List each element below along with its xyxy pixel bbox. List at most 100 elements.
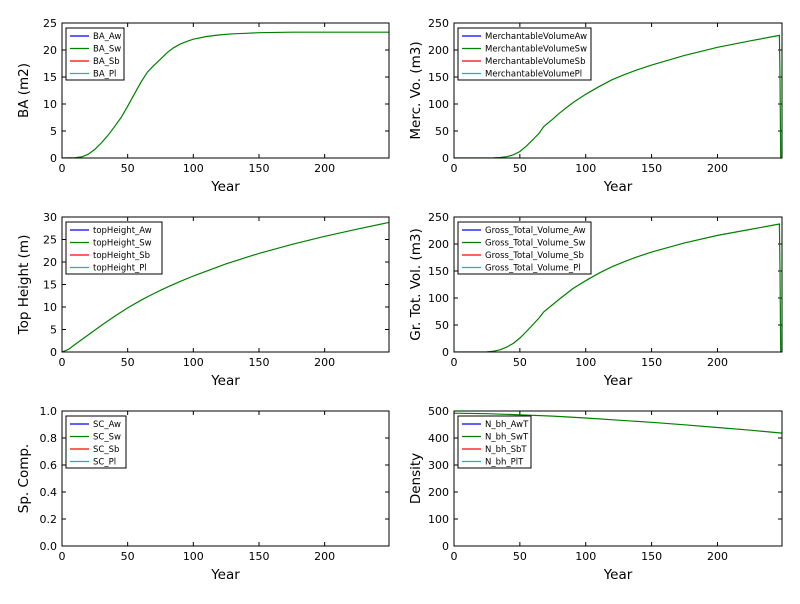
y-tick-label: 0 — [442, 346, 449, 359]
x-tick-label: 50 — [121, 550, 135, 563]
x-tick-label: 50 — [513, 356, 527, 369]
axes-frame — [453, 216, 783, 353]
legend: N_bh_AwT N_bh_SwT N_bh_SbT N_bh_PlT — [457, 415, 532, 469]
y-tick-label: 0.8 — [40, 432, 58, 445]
y-tick-label: 0.2 — [40, 513, 58, 526]
subplot-3: 0 50 100 150 200 0 5 10 15 20 25 30 Year Top Height (… — [16, 211, 390, 389]
legend: MerchantableVolumeAw MerchantableVolumeSw… — [457, 27, 592, 81]
x-tick-label: 50 — [121, 162, 135, 175]
series-line-Gross_Total_Volume_Sw — [454, 223, 782, 352]
legend-entry: topHeight_Sw — [93, 239, 152, 249]
y-tick-label: 10 — [43, 98, 57, 111]
y-tick-label: 15 — [43, 279, 57, 292]
legend-entry: MerchantableVolumeAw — [485, 32, 587, 42]
legend-entry: SC_Aw — [93, 420, 121, 430]
legend-entry: Gross_Total_Volume_Sw — [485, 239, 586, 249]
x-axis-label: Year — [603, 373, 633, 389]
x-axis-label: Year — [603, 567, 633, 583]
y-tick-label: 0 — [442, 540, 449, 553]
x-tick-label: 200 — [707, 162, 728, 175]
y-tick-label: 400 — [428, 432, 449, 445]
y-tick-label: 20 — [43, 44, 57, 57]
x-tick-label: 150 — [248, 162, 269, 175]
y-axis-label: Top Height (m) — [16, 235, 32, 336]
legend-entry: Gross_Total_Volume_Aw — [485, 226, 586, 236]
x-tick-label: 200 — [314, 550, 335, 563]
legend-box — [65, 27, 125, 81]
y-tick-label: 300 — [428, 459, 449, 472]
y-tick-label: 250 — [428, 211, 449, 224]
legend-entry: MerchantableVolumeSb — [485, 57, 585, 67]
subplot-6: 0 50 100 150 200 0 100 200 300 400 500 Year Density N… — [408, 405, 783, 583]
legend-entry: N_bh_SbT — [485, 445, 527, 455]
y-tick-label: 0.4 — [40, 486, 58, 499]
x-tick-label: 0 — [451, 550, 458, 563]
y-tick-label: 10 — [43, 301, 57, 314]
x-tick-label: 0 — [59, 550, 66, 563]
y-axis-label: Sp. Comp. — [16, 444, 32, 513]
y-tick-label: 20 — [43, 256, 57, 269]
y-tick-label: 50 — [435, 125, 449, 138]
legend-box — [457, 27, 592, 81]
x-tick-label: 100 — [183, 550, 204, 563]
legend-box — [65, 415, 127, 469]
x-tick-label: 200 — [707, 356, 728, 369]
x-tick-label: 100 — [575, 162, 596, 175]
x-tick-label: 150 — [641, 356, 662, 369]
x-tick-label: 150 — [248, 550, 269, 563]
y-tick-label: 50 — [435, 319, 449, 332]
y-tick-label: 250 — [428, 17, 449, 30]
axes-frame — [61, 22, 390, 159]
y-tick-label: 25 — [43, 234, 57, 247]
legend-entry: SC_Sw — [93, 433, 121, 443]
legend: topHeight_Aw topHeight_Sw topHeight_Sb topH… — [65, 221, 163, 275]
x-tick-label: 200 — [314, 356, 335, 369]
y-tick-label: 1.0 — [40, 405, 58, 418]
legend-entry: topHeight_Sb — [93, 251, 150, 261]
series-line-topHeight_Sw — [62, 221, 389, 352]
x-tick-label: 0 — [451, 162, 458, 175]
legend-entry: N_bh_AwT — [485, 420, 529, 430]
y-tick-label: 200 — [428, 486, 449, 499]
legend-entry: MerchantableVolumePl — [485, 70, 582, 80]
x-tick-label: 50 — [121, 356, 135, 369]
subplot-5: 0 50 100 150 200 0.0 0.2 0.4 0.6 0.8 1.0 Year Sp. Co… — [16, 405, 390, 583]
legend-entry: topHeight_Aw — [93, 226, 152, 236]
y-tick-label: 200 — [428, 44, 449, 57]
y-tick-label: 100 — [428, 513, 449, 526]
y-tick-label: 0.0 — [40, 540, 58, 553]
subplot-2: 0 50 100 150 200 0 50 100 150 200 250 Year Merc. Vo.… — [408, 17, 783, 195]
x-tick-label: 50 — [513, 550, 527, 563]
x-tick-label: 200 — [707, 550, 728, 563]
x-tick-label: 0 — [59, 356, 66, 369]
legend-entry: topHeight_Pl — [93, 264, 147, 274]
x-tick-label: 100 — [575, 550, 596, 563]
legend-box — [65, 221, 163, 275]
x-tick-label: 100 — [183, 356, 204, 369]
y-axis-label: BA (m2) — [16, 63, 32, 118]
x-axis-label: Year — [210, 567, 240, 583]
y-tick-label: 100 — [428, 292, 449, 305]
legend-entry: BA_Sw — [93, 45, 121, 55]
subplot-4: 0 50 100 150 200 0 50 100 150 200 250 Year Gr. Tot. … — [408, 211, 783, 389]
axes-frame — [453, 22, 783, 159]
y-tick-label: 15 — [43, 71, 57, 84]
y-tick-label: 5 — [50, 125, 57, 138]
legend-entry: BA_Sb — [93, 57, 120, 67]
legend-entry: MerchantableVolumeSw — [485, 45, 587, 55]
series-line-MerchantableVolumeSw — [454, 34, 782, 158]
series-line-N_bh_SwT — [454, 412, 782, 434]
x-axis-label: Year — [603, 179, 633, 195]
x-tick-label: 150 — [248, 356, 269, 369]
legend-entry: N_bh_SwT — [485, 433, 529, 443]
y-tick-label: 500 — [428, 405, 449, 418]
y-tick-label: 100 — [428, 98, 449, 111]
legend-box — [457, 221, 592, 275]
legend-entry: Gross_Total_Volume_Sb — [485, 251, 584, 261]
axes-frame — [453, 410, 783, 547]
y-tick-label: 0 — [442, 152, 449, 165]
legend-entry: BA_Aw — [93, 32, 121, 42]
legend-entry: N_bh_PlT — [485, 458, 524, 468]
